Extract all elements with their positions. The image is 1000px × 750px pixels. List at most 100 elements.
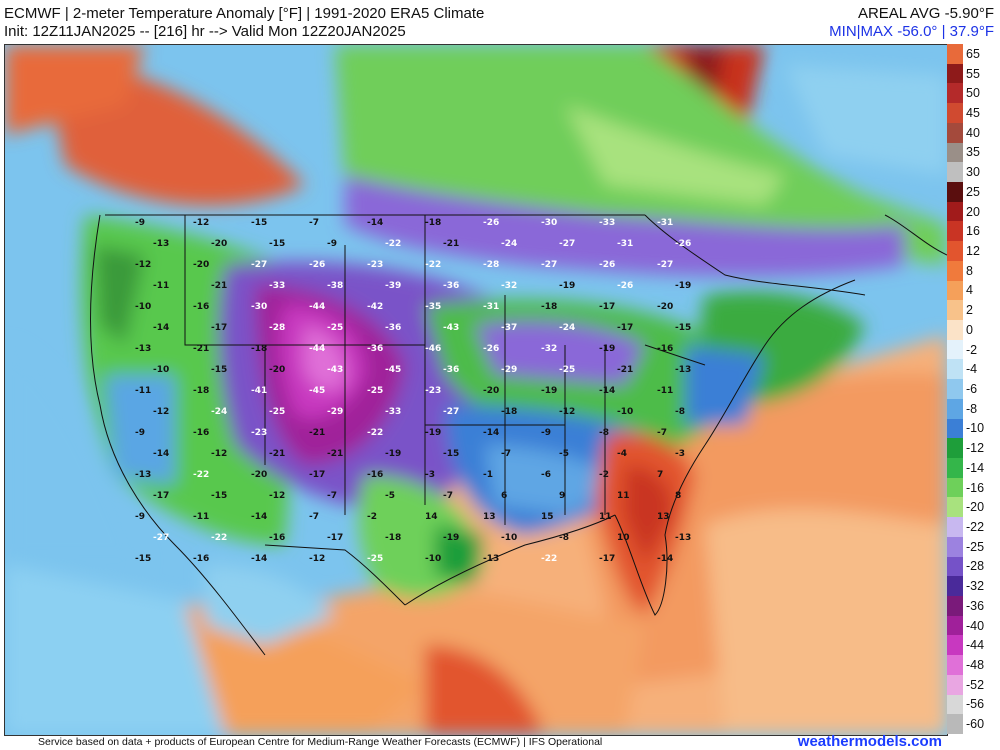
anomaly-value-label: -8 (599, 428, 609, 438)
anomaly-value-label: -14 (153, 449, 169, 459)
anomaly-value-label: -17 (309, 470, 325, 480)
colorbar-swatch (947, 497, 963, 518)
anomaly-value-label: -14 (599, 386, 615, 396)
anomaly-value-label: -5 (559, 449, 569, 459)
anomaly-value-label: -46 (425, 344, 441, 354)
anomaly-value-label: -17 (617, 323, 633, 333)
anomaly-value-label: -3 (425, 470, 435, 480)
anomaly-value-label: -23 (367, 260, 383, 270)
colorbar-label: 12 (966, 244, 980, 258)
anomaly-value-label: -19 (675, 281, 691, 291)
colorbar-swatch (947, 182, 963, 203)
anomaly-value-label: 13 (483, 512, 496, 522)
anomaly-value-label: -7 (309, 218, 319, 228)
anomaly-values: -9 -12 -15 -7 -14 -18 -26 -30 -33 -31-13 -20 -15 -9-… (135, 218, 691, 564)
anomaly-value-label: -17 (327, 533, 343, 543)
anomaly-value-label: -7 (327, 491, 337, 501)
anomaly-value-label: -16 (193, 302, 209, 312)
anomaly-value-label: -13 (135, 344, 151, 354)
anomaly-value-label: -12 (309, 554, 325, 564)
anomaly-value-label: -39 (385, 281, 401, 291)
anomaly-value-label: -31 (657, 218, 673, 228)
anomaly-value-label: -2 (599, 470, 609, 480)
anomaly-value-label: -22 (425, 260, 441, 270)
anomaly-value-label: -8 (559, 533, 569, 543)
anomaly-value-label: -32 (501, 281, 517, 291)
colorbar-label: -22 (966, 520, 985, 534)
anomaly-value-label: -13 (675, 365, 691, 375)
anomaly-value-label: -26 (309, 260, 325, 270)
colorbar-swatch (947, 596, 963, 617)
colorbar-swatch (947, 438, 963, 459)
anomaly-value-label: -12 (559, 407, 575, 417)
colorbar-label: 16 (966, 224, 980, 239)
colorbar-swatch (947, 260, 963, 282)
colorbar-swatch (947, 694, 963, 715)
colorbar-label: 25 (966, 184, 980, 199)
colorbar-label: 35 (966, 145, 980, 160)
anomaly-value-label: -18 (193, 386, 209, 396)
colorbar-swatch (947, 63, 963, 84)
anomaly-value-label: -10 (153, 365, 169, 375)
anomaly-value-label: -36 (443, 365, 459, 375)
init-valid-line: Init: 12Z11JAN2025 -- [216] hr --> Valid… (4, 23, 406, 40)
anomaly-value-label: -44 (309, 344, 325, 354)
anomaly-value-label: -26 (483, 344, 499, 354)
colorbar-label: 45 (966, 106, 980, 120)
anomaly-value-label: -20 (657, 302, 673, 312)
anomaly-value-label: -11 (657, 386, 673, 396)
colorbar-label: -48 (966, 658, 985, 672)
colorbar-swatch (947, 280, 963, 301)
anomaly-value-label: -14 (657, 554, 673, 564)
colorbar-label: -8 (966, 401, 978, 416)
colorbar-label: -40 (966, 618, 985, 633)
anomaly-value-label: -28 (483, 260, 499, 270)
anomaly-field (5, 45, 947, 735)
anomaly-value-label: -26 (675, 239, 691, 249)
anomaly-value-label: -16 (269, 533, 285, 543)
anomaly-value-label: -10 (501, 533, 517, 543)
anomaly-value-label: 11 (599, 512, 612, 522)
anomaly-value-label: -11 (135, 386, 151, 396)
anomaly-value-label: -8 (675, 407, 685, 417)
anomaly-value-label: -26 (599, 260, 615, 270)
anomaly-value-label: -27 (251, 260, 267, 270)
anomaly-value-label: 15 (541, 512, 554, 522)
anomaly-value-label: -21 (211, 281, 227, 291)
colorbar-label: 2 (966, 303, 973, 318)
colorbar-swatch (947, 458, 963, 479)
colorbar-label: -6 (966, 382, 978, 396)
anomaly-value-label: -12 (153, 407, 169, 417)
anomaly-value-label: -12 (269, 491, 285, 501)
anomaly-value-label: -27 (541, 260, 557, 270)
colorbar-swatch (947, 142, 963, 163)
anomaly-value-label: -24 (211, 407, 227, 417)
anomaly-value-label: -18 (541, 302, 557, 312)
colorbar-label: -14 (966, 460, 985, 475)
anomaly-value-label: -14 (367, 218, 383, 228)
anomaly-value-label: -19 (443, 533, 459, 543)
anomaly-value-label: 8 (675, 491, 681, 501)
colorbar-swatch (947, 418, 963, 439)
colorbar-swatch (947, 201, 963, 222)
colorbar-label: 4 (966, 283, 973, 298)
anomaly-value-label: -21 (269, 449, 285, 459)
anomaly-value-label: -36 (367, 344, 383, 354)
colorbar-swatch (947, 379, 963, 400)
anomaly-map[interactable]: -9 -12 -15 -7 -14 -18 -26 -30 -33 -31 -13 -20 -15 -9-… (4, 44, 948, 736)
anomaly-value-label: -12 (193, 218, 209, 228)
site-link[interactable]: weathermodels.com (797, 733, 942, 750)
anomaly-value-label: -19 (559, 281, 575, 291)
anomaly-value-label: -23 (425, 386, 441, 396)
anomaly-value-label: -10 (135, 302, 151, 312)
areal-average: AREAL AVG -5.90°F (857, 5, 994, 22)
anomaly-value-label: 6 (501, 491, 507, 501)
min-max: MIN|MAX -56.0° | 37.9°F (829, 23, 994, 40)
colorbar-swatch (947, 536, 963, 558)
colorbar-label: -25 (966, 539, 985, 554)
anomaly-value-label: 11 (617, 491, 630, 501)
anomaly-value-label: -19 (541, 386, 557, 396)
anomaly-value-label: -20 (193, 260, 209, 270)
colorbar-label: 30 (966, 165, 980, 180)
colorbar-label: 65 (966, 46, 980, 61)
